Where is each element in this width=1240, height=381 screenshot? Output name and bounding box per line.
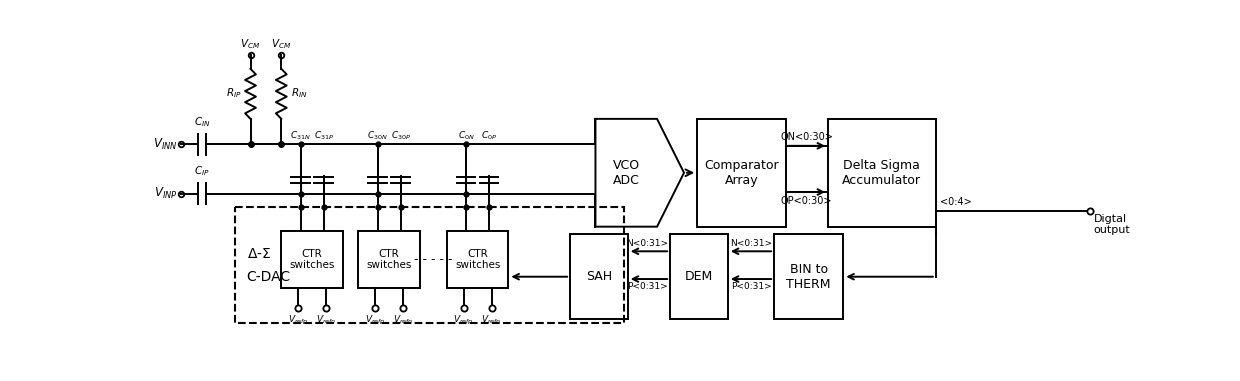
Bar: [358, 231, 420, 288]
Text: Digtal
output: Digtal output: [1094, 214, 1131, 235]
Polygon shape: [595, 119, 684, 227]
Text: $V_{refn}$: $V_{refn}$: [393, 314, 413, 326]
Text: SAH: SAH: [585, 270, 613, 283]
Text: $C_{30P}$: $C_{30P}$: [391, 130, 410, 142]
Text: - - - - -: - - - - -: [414, 253, 453, 266]
Text: CTR
switches: CTR switches: [455, 248, 500, 270]
Text: N<0:31>: N<0:31>: [729, 239, 771, 248]
Text: $V_{refn}$: $V_{refn}$: [316, 314, 336, 326]
Text: $C_{31N}$: $C_{31N}$: [290, 130, 311, 142]
Text: CTR
switches: CTR switches: [289, 248, 335, 270]
Text: C-DAC: C-DAC: [247, 270, 290, 284]
Text: $V_{CM}$: $V_{CM}$: [272, 37, 291, 51]
Text: $V_{refn}$: $V_{refn}$: [481, 314, 502, 326]
Text: CTR
switches: CTR switches: [366, 248, 412, 270]
Text: BIN to
THERM: BIN to THERM: [786, 263, 831, 291]
Text: $V_{CM}$: $V_{CM}$: [241, 37, 260, 51]
Text: $V_{refp}$: $V_{refp}$: [365, 314, 386, 327]
Text: $\Delta$-$\Sigma$: $\Delta$-$\Sigma$: [247, 247, 272, 261]
Text: $C_{IN}$: $C_{IN}$: [193, 115, 211, 129]
Text: <0:4>: <0:4>: [940, 197, 971, 207]
Text: N<0:31>: N<0:31>: [626, 239, 668, 248]
Text: P<0:31>: P<0:31>: [627, 282, 668, 291]
Text: Comparator
Array: Comparator Array: [704, 159, 779, 187]
Text: Delta Sigma
Accumulator: Delta Sigma Accumulator: [842, 159, 921, 187]
Bar: [774, 234, 843, 319]
Bar: [281, 231, 343, 288]
Text: $C_{31P}$: $C_{31P}$: [314, 130, 334, 142]
Text: $C_{30N}$: $C_{30N}$: [367, 130, 388, 142]
Text: ON<0:30>: ON<0:30>: [780, 132, 833, 142]
Text: $V_{INN}$: $V_{INN}$: [153, 137, 177, 152]
Bar: [697, 119, 786, 227]
Bar: [236, 207, 624, 323]
Text: DEM: DEM: [684, 270, 713, 283]
Bar: [570, 234, 627, 319]
Text: $C_{IP}$: $C_{IP}$: [195, 164, 210, 178]
Text: $V_{refp}$: $V_{refp}$: [454, 314, 474, 327]
Bar: [446, 231, 508, 288]
Bar: [828, 119, 936, 227]
Text: $C_{0P}$: $C_{0P}$: [481, 130, 497, 142]
Text: $V_{refp}$: $V_{refp}$: [288, 314, 309, 327]
Text: OP<0:30>: OP<0:30>: [781, 196, 832, 206]
Text: $C_{0N}$: $C_{0N}$: [458, 130, 475, 142]
Text: VCO: VCO: [613, 158, 640, 171]
Text: $V_{INP}$: $V_{INP}$: [154, 186, 177, 201]
Text: P<0:31>: P<0:31>: [732, 282, 771, 291]
Text: $R_{IP}$: $R_{IP}$: [226, 86, 242, 100]
Text: ADC: ADC: [613, 174, 640, 187]
Bar: [670, 234, 728, 319]
Text: $R_{IN}$: $R_{IN}$: [290, 86, 308, 100]
